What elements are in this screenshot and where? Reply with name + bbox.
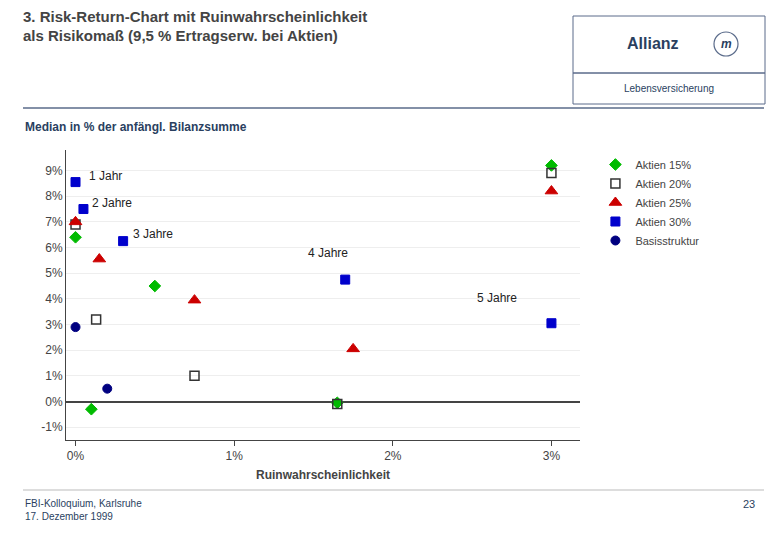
svg-text:Lebensversicherung: Lebensversicherung (624, 83, 714, 94)
svg-text:4%: 4% (45, 292, 63, 306)
svg-text:1 Jahr: 1 Jahr (89, 169, 122, 183)
svg-text:2 Jahre: 2 Jahre (92, 196, 132, 210)
svg-text:3%: 3% (45, 318, 63, 332)
svg-text:7%: 7% (45, 215, 63, 229)
svg-text:0%: 0% (67, 449, 85, 463)
svg-text:1%: 1% (45, 369, 63, 383)
svg-text:Basisstruktur: Basisstruktur (635, 235, 699, 247)
svg-text:3%: 3% (543, 449, 561, 463)
svg-text:Median in % der anfängl. Bilan: Median in % der anfängl. Bilanzsumme (25, 120, 247, 134)
svg-text:1%: 1% (225, 449, 243, 463)
svg-text:m: m (721, 37, 732, 51)
svg-text:2%: 2% (384, 449, 402, 463)
svg-text:9%: 9% (45, 164, 63, 178)
svg-text:Ruinwahrscheinlichkeit: Ruinwahrscheinlichkeit (256, 468, 390, 482)
svg-text:4 Jahre: 4 Jahre (308, 246, 348, 260)
svg-text:5 Jahre: 5 Jahre (477, 291, 517, 305)
svg-text:-1%: -1% (41, 420, 63, 434)
svg-text:0%: 0% (45, 395, 63, 409)
svg-text:3. Risk-Return-Chart mit Ruinw: 3. Risk-Return-Chart mit Ruinwahrscheinl… (23, 8, 367, 45)
svg-text:Allianz: Allianz (627, 35, 679, 52)
svg-text:Aktien 15%: Aktien 15% (635, 159, 691, 171)
svg-text:Aktien 25%: Aktien 25% (635, 197, 691, 209)
svg-text:3 Jahre: 3 Jahre (133, 227, 173, 241)
svg-text:FBI-Kolloquium, Karlsruhe17. D: FBI-Kolloquium, Karlsruhe17. Dezember 19… (25, 498, 142, 522)
svg-text:5%: 5% (45, 266, 63, 280)
svg-text:23: 23 (743, 498, 755, 510)
svg-text:Aktien 30%: Aktien 30% (635, 216, 691, 228)
svg-text:2%: 2% (45, 343, 63, 357)
svg-text:Aktien 20%: Aktien 20% (635, 178, 691, 190)
svg-text:6%: 6% (45, 241, 63, 255)
svg-text:8%: 8% (45, 189, 63, 203)
